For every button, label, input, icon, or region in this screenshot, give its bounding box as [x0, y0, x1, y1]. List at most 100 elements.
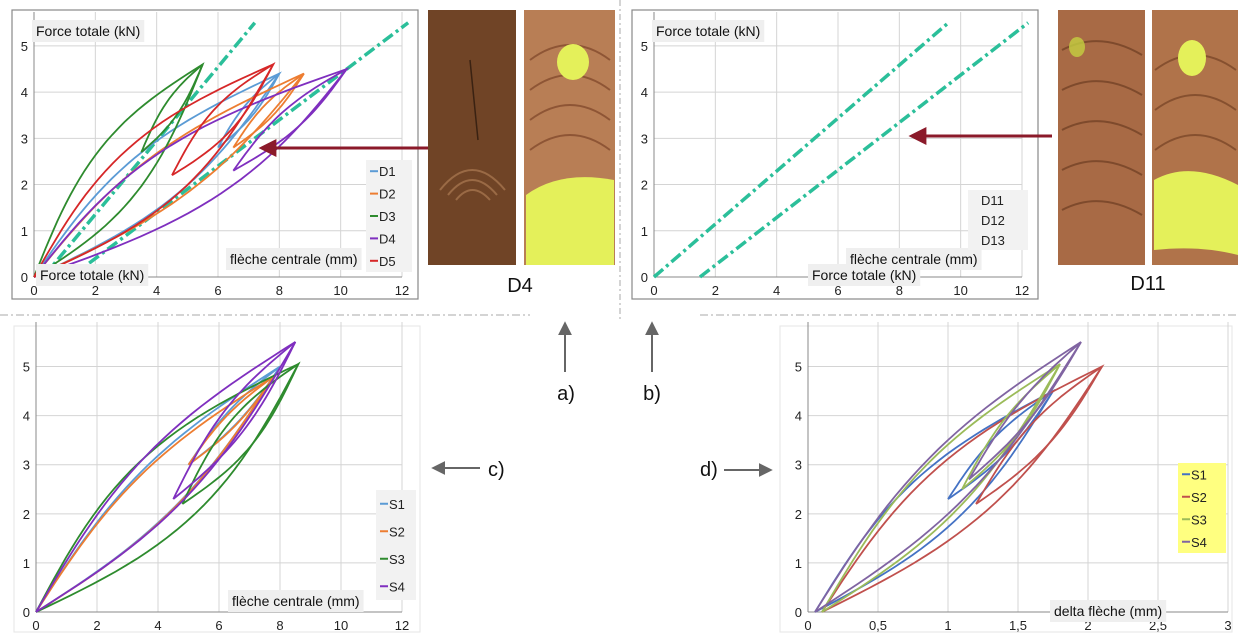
axis-title-box — [808, 264, 921, 286]
x-tick-label: 4 — [153, 283, 160, 298]
series-loop-s2 — [975, 365, 1103, 505]
reference-line — [41, 21, 257, 279]
panel-label-d: d) — [700, 459, 718, 481]
x-tick-label: 6 — [215, 618, 222, 633]
series-loop-d2 — [232, 72, 305, 149]
axis-title-box — [228, 590, 364, 612]
x-tick-label: 6 — [834, 283, 841, 298]
panel-label-b: b) — [643, 383, 661, 405]
x-tick-label: 2 — [1084, 618, 1091, 633]
x-tick-label: 6 — [214, 283, 221, 298]
x-tick-label: 8 — [276, 618, 283, 633]
x-tick-label: 0 — [32, 618, 39, 633]
y-tick-label: 0 — [21, 270, 28, 285]
x-tick-label: 10 — [333, 283, 347, 298]
legend-box — [968, 190, 1028, 250]
y-tick-label: 2 — [23, 507, 30, 522]
y-tick-label: 2 — [795, 507, 802, 522]
y-tick-label: 2 — [641, 178, 648, 193]
y-tick-label: 1 — [795, 556, 802, 571]
series-loop-d3 — [140, 63, 204, 153]
y-tick-label: 4 — [23, 409, 30, 424]
series-loop-d1 — [217, 72, 281, 149]
legend-entry: S1 — [1191, 467, 1207, 482]
legend-entry: D3 — [379, 209, 396, 224]
x-tick-label: 3 — [1224, 618, 1231, 633]
x-tick-label: 4 — [773, 283, 780, 298]
x-tick-label: 0,5 — [869, 618, 887, 633]
specimen-label-d4: D4 — [507, 275, 533, 297]
legend-entry: S2 — [389, 524, 405, 539]
x-tick-label: 0 — [650, 283, 657, 298]
legend-entry: S4 — [1191, 535, 1207, 550]
axis-title-box — [32, 20, 145, 42]
y-tick-label: 4 — [641, 85, 648, 100]
y-tick-label: 1 — [23, 556, 30, 571]
series-loop-s3 — [181, 361, 301, 505]
x-tick-label: 12 — [1015, 283, 1029, 298]
specimen-photo-d11-cross-section — [1058, 10, 1145, 265]
y-tick-label: 3 — [23, 458, 30, 473]
x-tick-label: 4 — [154, 618, 161, 633]
legend-entry: S3 — [389, 552, 405, 567]
series-loop-s4 — [172, 341, 297, 500]
axis-title-box — [36, 264, 149, 286]
legend-entry: S3 — [1191, 512, 1207, 527]
y-tick-label: 3 — [641, 131, 648, 146]
specimen-photo-d4-painted — [524, 10, 615, 265]
x-tick-label: 8 — [276, 283, 283, 298]
y-tick-label: 5 — [795, 360, 802, 375]
y-tick-label: 5 — [21, 39, 28, 54]
panel-label-a: a) — [557, 383, 575, 405]
x-axis-title: flèche centrale (mm) — [850, 251, 978, 267]
x-tick-label: 10 — [953, 283, 967, 298]
legend-entry: D11 — [981, 193, 1004, 208]
specimen-photo-d4-cross-section — [428, 10, 516, 265]
y-tick-label: 1 — [641, 224, 648, 239]
x-tick-label: 2 — [712, 283, 719, 298]
x-axis-title: flèche centrale (mm) — [230, 251, 358, 267]
axis-title-box — [1050, 600, 1167, 622]
legend-entry: S4 — [389, 579, 405, 594]
series-loop-s4 — [968, 341, 1082, 481]
axis-title-box — [652, 20, 765, 42]
axis-title-box — [226, 248, 362, 270]
reference-line — [652, 21, 950, 279]
y-tick-label: 1 — [21, 224, 28, 239]
reference-line — [698, 21, 1030, 279]
reference-line — [69, 21, 410, 279]
chart-frame-d — [779, 325, 1233, 633]
legend-box — [376, 490, 416, 600]
y-tick-label: 3 — [795, 458, 802, 473]
legend-entry: D2 — [379, 187, 396, 202]
y-axis-title: Force totale (kN) — [656, 23, 760, 39]
x-tick-label: 12 — [395, 618, 409, 633]
x-tick-label: 2 — [92, 283, 99, 298]
x-tick-label: 1,5 — [1009, 618, 1027, 633]
series-loop-d4 — [232, 68, 348, 172]
legend-entry: D12 — [981, 213, 1005, 228]
x-axis-title: flèche centrale (mm) — [232, 593, 360, 609]
specimen-photo-d11-painted — [1152, 10, 1238, 265]
y-tick-label: 5 — [23, 360, 30, 375]
legend-entry: D4 — [379, 231, 396, 246]
y-tick-label: 5 — [641, 39, 648, 54]
x-tick-label: 10 — [334, 618, 348, 633]
y-axis-title: Force totale (kN) — [36, 23, 140, 39]
y-axis-title: Force totale (kN) — [40, 267, 144, 283]
x-axis-title: delta flèche (mm) — [1054, 603, 1162, 619]
x-tick-label: 12 — [395, 283, 409, 298]
x-tick-label: 1 — [944, 618, 951, 633]
y-tick-label: 2 — [21, 178, 28, 193]
legend-entry: S2 — [1191, 490, 1207, 505]
x-tick-label: 0 — [30, 283, 37, 298]
y-tick-label: 0 — [23, 605, 30, 620]
y-axis-title: Force totale (kN) — [812, 267, 916, 283]
panel-label-c: c) — [488, 459, 505, 481]
y-tick-label: 3 — [21, 131, 28, 146]
series-loop-d5 — [171, 61, 276, 177]
